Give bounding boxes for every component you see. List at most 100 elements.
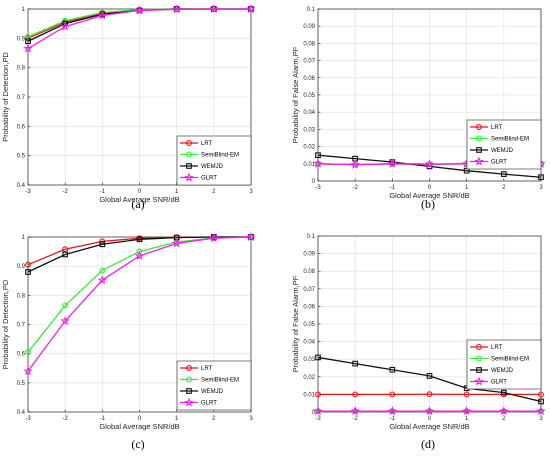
data-point: [246, 3, 256, 14]
y-tick-label: 0.06: [303, 304, 315, 310]
data-point: [538, 174, 544, 181]
data-point: [499, 406, 509, 416]
data-point: [500, 389, 507, 396]
legend-entry: GLRT: [491, 380, 507, 386]
legend: LRT SemiBlind-EM WEMJD GLRT: [176, 360, 252, 411]
y-axis-label: Probability of Detection,PD: [1, 52, 10, 142]
data-point: [23, 43, 33, 53]
legend-entry: WEMJD: [201, 164, 224, 170]
y-tick-label: 0.7: [17, 95, 26, 101]
series-line: [317, 356, 542, 403]
legend-box: [466, 339, 542, 390]
data-point: [426, 391, 433, 398]
series-line: [27, 8, 251, 50]
y-tick-label: 1: [22, 235, 26, 241]
legend-entry: GLRT: [201, 401, 217, 407]
x-tick-label: 1: [175, 189, 179, 195]
legend-marker: [186, 151, 192, 158]
y-tick-label: 0.01: [303, 392, 315, 398]
legend: LRT SemiBlind-EM WEMJD GLRT: [176, 135, 252, 186]
legend-marker: [474, 156, 484, 166]
y-tick-label: 0.4: [17, 410, 26, 416]
data-point: [171, 238, 182, 248]
data-point: [209, 3, 219, 14]
data-point: [171, 4, 182, 14]
legend-entry: SemiBlind-EM: [201, 378, 239, 384]
x-tick-label: -1: [390, 416, 396, 422]
data-point: [313, 158, 323, 168]
x-tick-label: 2: [212, 189, 216, 195]
data-point: [313, 406, 323, 416]
data-point: [97, 275, 108, 285]
y-tick-label: 0.9: [17, 36, 26, 42]
x-axis-label: Global Average SNR/dB: [99, 195, 179, 204]
y-tick-label: 0: [312, 179, 316, 185]
y-axis-label: Probability of Detection,PD: [1, 279, 10, 369]
x-tick-label: 3: [539, 416, 543, 422]
legend: LRT SemiBlind-EM WEMJD GLRT: [466, 339, 542, 390]
data-point: [352, 391, 359, 398]
panel-caption: (b): [421, 197, 435, 211]
x-tick-label: -3: [315, 185, 321, 191]
data-point: [350, 159, 360, 169]
legend-box: [176, 135, 252, 186]
x-tick-label: -1: [390, 185, 396, 191]
legend-box: [466, 119, 542, 170]
data-point: [97, 10, 108, 20]
x-tick-label: 2: [502, 416, 506, 422]
series-line: [27, 236, 252, 372]
data-point: [461, 406, 472, 416]
y-tick-label: 0.04: [303, 110, 315, 116]
legend-marker: [184, 172, 194, 182]
y-tick-label: 0.09: [303, 24, 315, 30]
data-point: [60, 315, 70, 326]
legend-marker: [186, 365, 192, 371]
data-point: [426, 373, 433, 379]
x-tick-label: -2: [352, 416, 358, 422]
y-tick-label: 0.8: [17, 293, 26, 299]
legend-marker: [476, 344, 482, 350]
chart-panel-d: -3 -2 -1 0 1 2 3 0 0.01 0.02 0.03 0.04 0.05 0.06 0.07 0…: [291, 234, 546, 451]
data-point: [99, 267, 106, 274]
legend-marker: [476, 367, 482, 373]
data-point: [134, 250, 145, 261]
data-point: [25, 261, 31, 268]
y-tick-label: 0.5: [17, 154, 26, 160]
y-tick-label: 0.07: [303, 287, 315, 293]
data-point: [500, 171, 507, 177]
data-point: [538, 398, 544, 405]
data-point: [62, 251, 69, 258]
legend-box: [176, 360, 252, 411]
data-point: [246, 231, 256, 242]
legend-marker: [474, 376, 484, 386]
data-point: [536, 406, 546, 416]
y-tick-label: 0.07: [303, 59, 315, 65]
x-axis-label: Global Average SNR/dB: [389, 422, 469, 431]
x-tick-label: -2: [62, 416, 68, 422]
y-tick-label: 0.5: [17, 381, 26, 387]
series-line: [317, 154, 542, 178]
x-axis-label: Global Average SNR/dB: [389, 191, 469, 200]
data-point: [99, 241, 106, 248]
x-tick-label: 1: [465, 185, 469, 191]
y-tick-label: 0.4: [17, 183, 26, 189]
legend-entry: GLRT: [491, 160, 507, 166]
legend-entry: LRT: [201, 366, 213, 372]
data-point: [389, 366, 396, 373]
series-glrt: [313, 406, 546, 416]
data-point: [538, 391, 544, 398]
panel-caption: (d): [421, 437, 435, 451]
y-tick-label: 0.1: [307, 7, 316, 13]
legend-marker: [186, 388, 192, 394]
x-axis-label: Global Average SNR/dB: [99, 422, 179, 431]
data-point: [60, 21, 70, 31]
y-tick-label: 0: [312, 410, 316, 416]
y-tick-label: 0.8: [17, 66, 26, 72]
data-point: [25, 269, 31, 275]
series-glrt: [23, 231, 256, 376]
y-tick-label: 0.6: [17, 352, 26, 358]
data-point: [352, 360, 359, 367]
data-point: [315, 354, 321, 361]
